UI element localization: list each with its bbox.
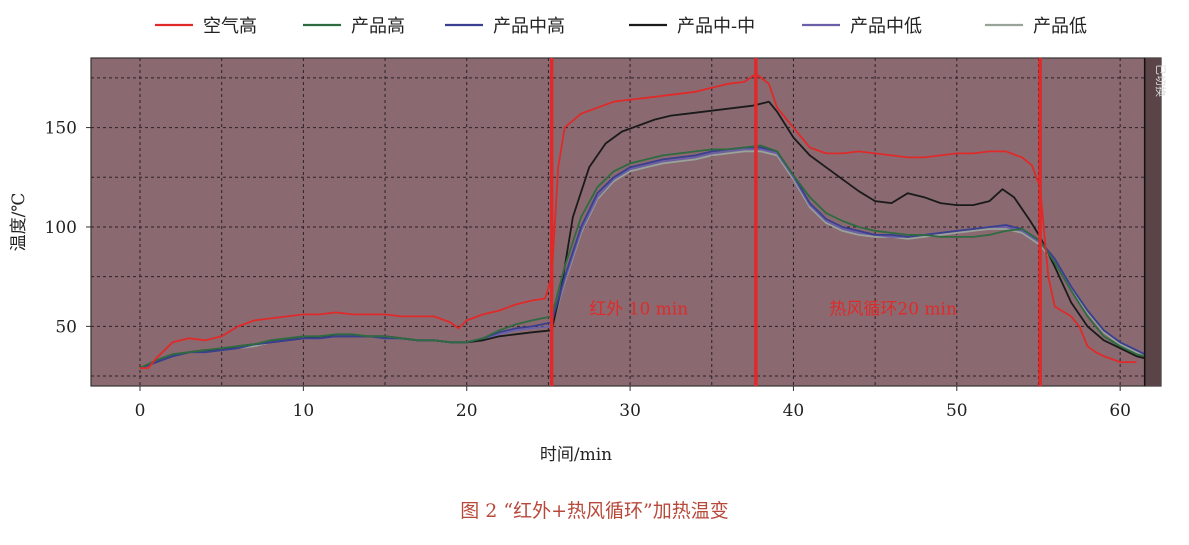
x-axis-label: 时间/min [540,445,612,465]
annotation-label: 热风循环20 min [829,299,957,319]
y-axis-label: 温度/℃ [9,193,29,252]
series-line [139,146,1146,369]
side-label: 已切换 [1154,64,1168,97]
temperature-chart: 空气高 产品高 产品中高 产品中-中 产品中低 产品低 已切换 红外 10 min 热风循环… [9,16,1168,465]
phase-boundary-lines [549,58,1042,386]
y-tick-label: 50 [55,317,77,337]
legend-entry: 产品中-中 [677,16,755,37]
series-line [139,144,1145,369]
x-tick-label: 10 [293,401,315,421]
series-layer: 已切换 [139,58,1168,386]
series-line [140,73,1137,369]
x-tick-label: 50 [946,401,968,421]
end-marker-strip [1144,58,1161,386]
legend-entry: 空气高 [203,16,257,37]
legend-entry: 产品高 [351,16,405,37]
legend-entry: 产品中高 [493,16,565,37]
legend-entry: 产品中低 [850,16,922,37]
x-tick-label: 60 [1109,401,1131,421]
plot-area [90,57,1162,387]
annotations: 红外 10 min 热风循环20 min [589,299,957,319]
annotation-label: 红外 10 min [589,299,688,319]
legend-entry: 产品低 [1033,16,1087,37]
figure-caption: 图 2 “红外+热风循环”加热温变 [460,500,729,522]
x-tick-label: 0 [135,401,146,421]
y-tick-label: 150 [45,119,77,139]
x-tick-label: 40 [783,401,805,421]
legend: 空气高 产品高 产品中高 产品中-中 产品中低 产品低 [155,16,1087,37]
y-tick-label: 100 [45,218,77,238]
x-tick-label: 30 [619,401,641,421]
x-tick-label: 20 [456,401,478,421]
axes: 0 10 20 30 40 50 60 50 100 150 时间/min 温度/℃ [9,119,1131,465]
